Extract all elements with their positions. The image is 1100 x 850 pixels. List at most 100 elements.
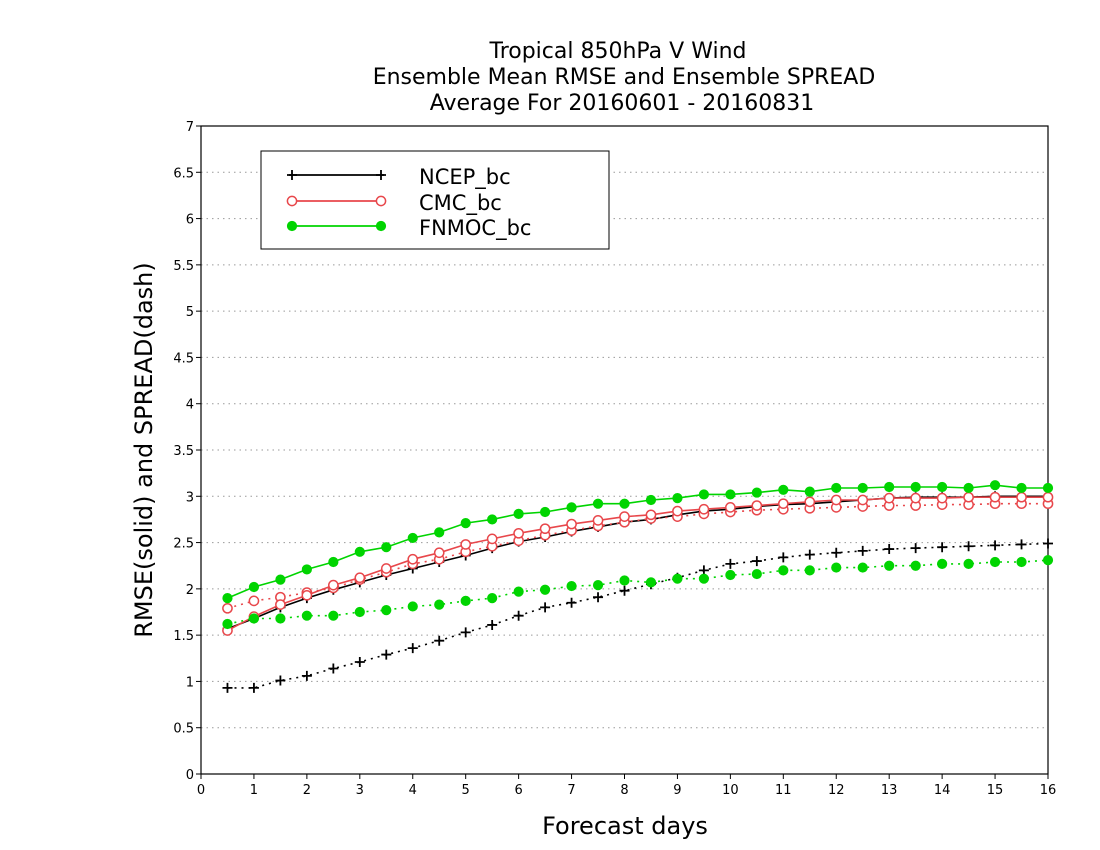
rmse-point [883, 492, 895, 504]
spread-point [1042, 555, 1054, 566]
rmse-point [407, 553, 419, 565]
rmse-point [566, 502, 577, 513]
rmse-point [248, 581, 260, 593]
spread-point [619, 585, 630, 596]
spread-point [222, 682, 233, 693]
rmse-point [539, 523, 551, 535]
rmse-point [777, 498, 789, 510]
legend-marker-NCEP_bc [287, 170, 297, 180]
y-tick-label: 2 [186, 583, 194, 598]
spread-point [804, 565, 815, 576]
spread-point [407, 643, 418, 654]
spread-point [566, 597, 577, 608]
legend-marker-FNMOC_bc [375, 220, 387, 232]
series-NCEP_bc [222, 491, 1053, 693]
spread-point [672, 573, 683, 584]
y-tick-label: 5 [186, 305, 194, 320]
x-tick-label: 5 [462, 783, 470, 798]
x-tick-label: 6 [514, 783, 522, 798]
rmse-point [989, 480, 1001, 491]
spread-point [460, 595, 471, 606]
spread-point [328, 610, 339, 621]
rmse-point [1016, 482, 1027, 494]
legend-box [260, 150, 610, 250]
spread-point [778, 552, 789, 563]
spread-point [301, 610, 312, 621]
x-tick-label: 11 [775, 783, 792, 798]
rmse-point [963, 491, 974, 503]
spread-point [487, 593, 498, 604]
spread-point [1043, 538, 1053, 549]
spread-point [751, 568, 762, 580]
rmse-point [804, 486, 815, 497]
series-CMC_bc [222, 491, 1054, 636]
spread-point [989, 556, 1001, 568]
spread-point [592, 580, 604, 591]
spread-point [751, 556, 762, 567]
spread-point [513, 586, 524, 597]
spread-point [1016, 556, 1027, 568]
rmse-point [592, 515, 604, 526]
x-tick-label: 8 [620, 783, 628, 798]
rmse-point [778, 484, 789, 495]
rmse-point [327, 579, 339, 591]
rmse-point [884, 481, 895, 493]
spread-point [645, 577, 657, 588]
spread-point [381, 605, 392, 616]
x-tick-label: 3 [356, 783, 364, 798]
y-tick-label: 7 [186, 120, 194, 135]
x-tick-label: 1 [250, 783, 258, 798]
rmse-point [804, 496, 816, 508]
x-tick-label: 12 [828, 783, 845, 798]
y-tick-label: 6 [186, 213, 194, 228]
rmse-point [539, 506, 551, 518]
spread-point [1016, 539, 1027, 550]
spread-point [222, 618, 233, 630]
spread-point [804, 549, 815, 560]
rmse-point [354, 546, 365, 557]
y-tick-label: 6.5 [173, 166, 194, 181]
rmse-point [989, 491, 1001, 503]
spread-point [910, 560, 921, 571]
rmse-point [407, 532, 418, 544]
rmse-point [513, 527, 524, 539]
y-tick-label: 5.5 [173, 259, 194, 274]
rmse-point [1016, 491, 1027, 503]
x-tick-label: 7 [567, 783, 575, 798]
spread-point [354, 606, 365, 618]
rmse-point [513, 508, 524, 519]
rmse-point [275, 599, 286, 610]
x-tick-label: 14 [934, 783, 951, 798]
rmse-point [725, 502, 736, 513]
rmse-point [566, 518, 577, 530]
x-axis-label: Forecast days [542, 812, 708, 840]
rmse-point [857, 482, 868, 494]
spread-line-FNMOC_bc [227, 559, 1049, 625]
x-tick-label: 0 [197, 783, 205, 798]
y-tick-label: 1.5 [173, 629, 194, 644]
series [222, 480, 1054, 693]
y-tick-label: 1 [186, 675, 194, 690]
spread-point [937, 558, 948, 569]
rmse-point [1042, 482, 1054, 494]
rmse-point [698, 489, 710, 500]
spread-point [937, 542, 948, 553]
spread-point [248, 613, 260, 624]
spread-point [619, 575, 630, 586]
spread-point [910, 543, 921, 554]
spread-point [540, 602, 551, 613]
rmse-point [434, 527, 445, 538]
spread-point [301, 670, 312, 681]
spread-point [566, 580, 577, 592]
spread-point [381, 649, 392, 660]
spread-point [725, 558, 736, 569]
spread-point [513, 610, 524, 621]
rmse-point [354, 572, 366, 584]
spread-point [354, 656, 365, 667]
spread-point [857, 545, 868, 556]
spread-point [407, 601, 418, 612]
y-tick-label: 3.5 [173, 444, 194, 459]
x-tick-label: 10 [722, 783, 739, 798]
rmse-point [645, 509, 657, 521]
